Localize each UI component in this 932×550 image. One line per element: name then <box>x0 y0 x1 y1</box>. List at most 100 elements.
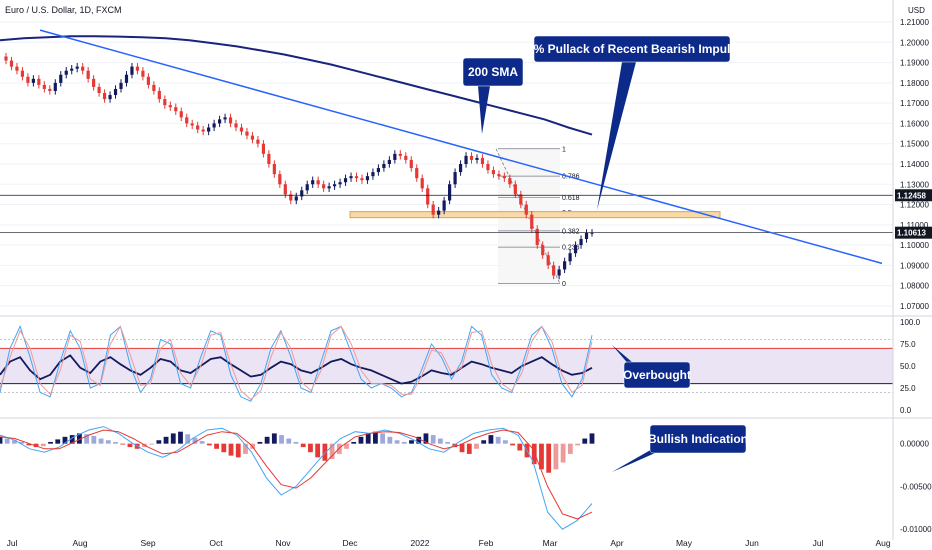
macd-histogram-bar <box>495 436 501 444</box>
price-badge <box>895 189 932 202</box>
macd-histogram-bar <box>84 434 90 444</box>
candle-body <box>179 111 183 118</box>
macd-histogram-bar <box>322 443 328 461</box>
macd-histogram-bar <box>127 443 133 448</box>
bullish-callout-box <box>649 424 747 454</box>
macd-tick-label: -0.00500 <box>900 482 932 491</box>
candle-body <box>26 76 30 83</box>
candle-body <box>552 265 556 276</box>
pullback-callout-pointer <box>597 62 636 210</box>
macd-histogram-bar <box>416 436 422 444</box>
price-tick-label: 1.16000 <box>900 119 929 128</box>
candle-body <box>20 70 25 77</box>
macd-histogram-bar <box>286 438 292 444</box>
candle-body <box>563 261 567 270</box>
macd-histogram-bar <box>567 443 573 454</box>
macd-histogram-bar <box>358 436 364 444</box>
bullish-callout-pointer <box>612 448 662 472</box>
price-tick-label: 1.12000 <box>900 201 929 210</box>
candle-body <box>4 56 8 61</box>
candle-body <box>332 184 337 187</box>
candle-body <box>464 155 468 164</box>
candle-body <box>480 157 485 164</box>
candle-body <box>458 163 463 173</box>
x-tick-label: May <box>676 538 693 548</box>
candle-body <box>245 131 249 136</box>
osc-tick-label: 75.0 <box>900 340 916 349</box>
candle-body <box>113 88 118 96</box>
candle-body <box>382 163 386 169</box>
sma-callout-pointer <box>478 86 490 134</box>
macd-histogram-bar <box>293 441 299 444</box>
currency-label: USD <box>908 6 925 15</box>
candle-body <box>196 125 200 130</box>
candle-body <box>223 117 227 120</box>
candle-body <box>53 82 57 91</box>
candle-body <box>75 66 79 69</box>
oscillator-pane <box>0 325 893 402</box>
macd-histogram-bar <box>91 435 97 444</box>
candle-body <box>508 178 512 185</box>
candle-body <box>469 155 474 160</box>
macd-histogram-bar <box>12 440 17 444</box>
macd-histogram-bar <box>308 443 313 453</box>
osc-tick-label: 25.0 <box>900 384 916 393</box>
macd-histogram-bar <box>257 441 263 444</box>
symbol-title: Euro / U.S. Dollar, 1D, FXCM <box>5 5 122 15</box>
candle-body <box>102 93 107 100</box>
price-badge-label: 1.12458 <box>897 191 926 200</box>
macd-histogram-bar <box>98 438 104 444</box>
price-tick-label: 1.19000 <box>900 59 929 68</box>
overbought-callout-label: Overbought <box>623 368 691 382</box>
pullback-callout-label: 50% Pullack of Recent Bearish Impulse <box>520 42 744 56</box>
candle-body <box>365 176 370 181</box>
candle-body <box>48 88 52 91</box>
macd-histogram-bar <box>401 441 407 444</box>
candle-body <box>360 178 364 181</box>
candle-body <box>519 194 523 205</box>
macd-histogram-bar <box>539 443 544 470</box>
candle-body <box>453 172 457 185</box>
candle-body <box>294 196 298 201</box>
price-tick-label: 1.18000 <box>900 79 929 88</box>
candle-body <box>371 172 375 177</box>
candle-body <box>393 153 397 160</box>
macd-histogram-bar <box>214 443 219 449</box>
candle-body <box>530 214 534 229</box>
candle-body <box>272 163 276 175</box>
osc-tick-label: 100.0 <box>900 318 921 327</box>
price-badge <box>895 226 932 239</box>
macd-histogram-bar <box>300 443 306 448</box>
candle-body <box>590 232 594 234</box>
support-zone <box>349 211 721 219</box>
macd-histogram-bar <box>437 438 443 444</box>
x-tick-label: Feb <box>479 538 494 548</box>
candle-body <box>152 84 156 91</box>
candle-body <box>185 117 189 124</box>
macd-histogram-bar <box>206 443 212 446</box>
macd-histogram-bar <box>531 443 537 465</box>
macd-histogram-bar <box>192 437 198 444</box>
macd-histogram-bar <box>55 439 61 444</box>
candle-body <box>437 210 441 215</box>
macd-histogram-bar <box>40 443 46 447</box>
macd-histogram-bar <box>380 433 386 444</box>
macd-histogram-bar <box>466 443 472 454</box>
price-tick-label: 1.09000 <box>900 261 929 270</box>
price-gridlines <box>0 21 893 307</box>
macd-signal-line <box>0 429 593 520</box>
macd-histogram-bar <box>149 443 155 445</box>
candle-body <box>86 70 90 79</box>
candle-body <box>376 168 381 173</box>
macd-histogram-bar <box>178 431 183 444</box>
x-tick-label: Dec <box>342 538 358 548</box>
price-tick-label: 1.21000 <box>900 18 929 27</box>
candle-body <box>212 123 216 128</box>
fib-level-label: 0.236 <box>562 245 580 252</box>
candle-body <box>97 86 101 94</box>
x-tick-label: Jun <box>745 538 759 548</box>
candle-body <box>9 60 14 67</box>
candle-body <box>81 66 85 71</box>
